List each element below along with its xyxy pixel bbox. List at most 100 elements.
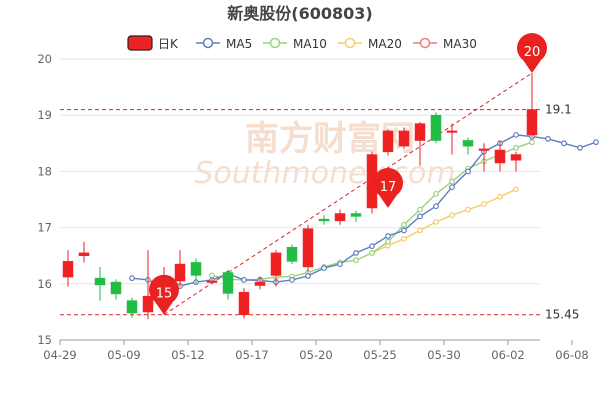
y-tick-label: 15: [37, 333, 52, 347]
ma5-point: [545, 135, 551, 142]
marker-label: 17: [380, 180, 397, 195]
y-tick-label: 19: [37, 108, 52, 122]
ma10-point: [513, 144, 519, 151]
watermark-en: Southmoney.com: [194, 156, 455, 191]
ma5-point: [449, 184, 455, 191]
candle-body: [94, 277, 106, 286]
ma5-point: [417, 213, 423, 220]
x-tick-label: 05-30: [427, 348, 460, 362]
ma10-point: [433, 190, 439, 197]
y-tick-label: 20: [37, 52, 52, 66]
x-tick-label: 06-08: [555, 348, 588, 362]
legend-marker-icon: [202, 37, 214, 49]
reference-line-label: 19.1: [545, 103, 572, 117]
ma5-point: [321, 265, 327, 271]
legend-marker-icon: [344, 37, 356, 49]
ma5-point: [289, 276, 295, 283]
marker-pin: [149, 274, 180, 315]
legend-candle-icon: [127, 35, 153, 51]
y-tick-label: 16: [37, 277, 52, 291]
candle-body: [254, 281, 266, 286]
ma20-point: [497, 193, 503, 200]
x-tick-label: 05-09: [107, 348, 140, 362]
ma5-point: [369, 243, 375, 250]
ma5-point: [465, 168, 471, 175]
candle-body: [222, 272, 234, 294]
marker-pin: [373, 167, 404, 208]
x-tick-label: 05-20: [299, 348, 332, 362]
ma5-point: [337, 261, 343, 268]
ma5-point: [305, 273, 311, 279]
candle-body: [190, 262, 202, 276]
y-tick-label: 17: [37, 221, 52, 235]
candle-body: [414, 123, 426, 141]
candle-body: [398, 130, 410, 147]
ma20-point: [417, 227, 423, 234]
chart-title: 新奥股份(600803): [227, 4, 372, 23]
candle-body: [62, 261, 74, 278]
candle-body: [238, 291, 250, 316]
candle-body: [126, 300, 138, 314]
candle-body: [430, 114, 442, 141]
candle-body: [462, 140, 474, 147]
candle-body: [382, 130, 394, 153]
ma10-point: [353, 257, 359, 264]
candle-body: [526, 109, 538, 136]
candle-body: [142, 295, 154, 313]
ma10-point: [401, 221, 407, 228]
ma20-point: [449, 212, 455, 219]
candle-body: [334, 213, 346, 222]
legend-label: MA30: [443, 37, 477, 51]
reference-line-label: 15.45: [545, 308, 579, 322]
x-tick-label: 05-25: [363, 348, 396, 362]
ma5-point: [433, 203, 439, 210]
ma20-point: [401, 235, 407, 242]
ma20-point: [481, 201, 487, 207]
marker-label: 20: [524, 45, 541, 60]
ma5-point: [129, 275, 135, 282]
ma5-point: [401, 227, 407, 234]
candle-body: [478, 148, 490, 151]
legend-label: MA20: [368, 37, 402, 51]
y-tick-label: 18: [37, 164, 52, 178]
candle-body: [350, 213, 362, 217]
ma5-point: [561, 140, 567, 147]
ma10-point: [449, 178, 455, 185]
candle-body: [446, 130, 458, 133]
ma5-point: [513, 131, 519, 138]
ma10-point: [385, 238, 391, 245]
x-tick-label: 05-12: [171, 348, 204, 362]
marker-label: 15: [156, 287, 173, 302]
marker-pin: [517, 33, 547, 74]
candle-body: [174, 263, 186, 282]
candle-body: [494, 149, 506, 164]
ma20-line: [371, 188, 517, 254]
x-tick-label: 04-29: [43, 348, 76, 362]
ma20-point: [433, 219, 439, 225]
ma5-point: [353, 249, 359, 256]
candle-body: [270, 252, 282, 276]
candle-body: [206, 280, 218, 283]
legend-marker-icon: [419, 37, 431, 49]
legend-label: 日K: [158, 37, 179, 51]
ma5-point: [241, 276, 247, 283]
ma10-point: [369, 249, 375, 256]
legend-label: MA10: [293, 37, 327, 51]
candle-body: [510, 154, 522, 161]
x-tick-label: 05-17: [235, 348, 268, 362]
candle-body: [302, 228, 314, 268]
legend-label: MA5: [226, 37, 252, 51]
ma10-point: [417, 206, 423, 213]
x-tick-label: 06-02: [491, 348, 524, 362]
ma5-point: [577, 144, 583, 151]
ma5-point: [385, 233, 391, 239]
ma10-point: [529, 139, 535, 146]
ma5-point: [593, 139, 599, 146]
candle-body: [286, 246, 298, 262]
candle-body: [78, 252, 90, 256]
legend-marker-icon: [269, 37, 281, 49]
candle-body: [110, 281, 122, 295]
candle-body: [318, 218, 330, 222]
ma20-point: [513, 186, 519, 193]
